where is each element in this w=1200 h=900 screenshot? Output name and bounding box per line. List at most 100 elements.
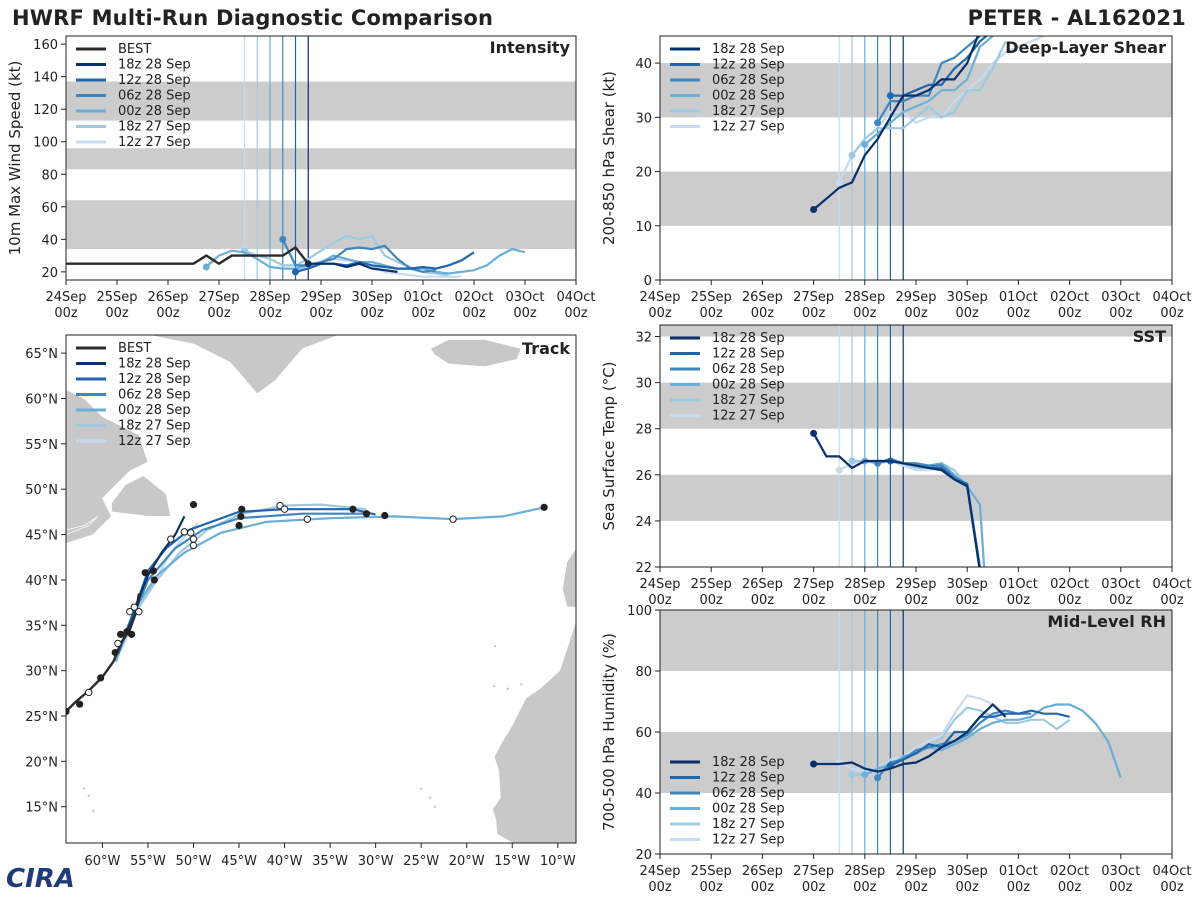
series-start-point-5: [835, 178, 843, 186]
legend-label-1: 18z 28 Sep: [118, 357, 191, 372]
track-marker-open-9: [189, 541, 198, 550]
x-tick-label-2: 26Sep: [147, 290, 188, 305]
track-line-5: [112, 522, 199, 663]
y-tick-label-3: 30: [635, 111, 652, 126]
island-8: [91, 809, 96, 814]
legend-label-1: 12z 28 Sep: [712, 347, 785, 362]
island-7: [57, 648, 60, 651]
track-marker-closed-3: [111, 648, 119, 657]
x-tick-label-3: 45°W: [221, 854, 257, 869]
y-tick-label-10: 65°N: [25, 347, 58, 362]
y-tick-label-9: 60°N: [25, 393, 58, 408]
x-tick-label-0: 24Sep: [639, 577, 680, 592]
x-tick-label-4: 28Sep: [844, 864, 885, 879]
panel-title: Deep-Layer Shear: [1005, 38, 1166, 57]
track-marker-open-6: [180, 528, 189, 536]
land-masses: [57, 335, 576, 843]
x-tick-label-hour-5: 00z: [309, 306, 333, 321]
x-tick-label-7: 01Oct: [999, 864, 1038, 879]
x-tick-label-0: 60°W: [84, 854, 120, 869]
legend-label-5: 12z 27 Sep: [712, 409, 785, 424]
x-tick-label-hour-10: 00z: [1160, 880, 1184, 895]
band-1: [660, 382, 1172, 429]
legend-label-0: BEST: [118, 341, 151, 356]
island-5: [419, 786, 424, 791]
series-start-point-2: [874, 119, 882, 127]
legend-label-2: 06z 28 Sep: [712, 362, 785, 377]
series-line-0: [813, 702, 1007, 773]
x-tick-label-1: 25Sep: [691, 290, 732, 305]
y-tick-label-4: 100: [627, 604, 652, 619]
x-tick-label-hour-0: 00z: [648, 593, 672, 608]
panel-rh: 2040608010024Sep00z25Sep00z26Sep00z27Sep…: [600, 604, 1192, 895]
iberia-land: [561, 547, 576, 608]
series-line-0: [812, 432, 981, 567]
x-tick-label-hour-1: 00z: [105, 306, 129, 321]
x-tick-label-hour-1: 00z: [700, 593, 724, 608]
x-tick-label-6: 30Sep: [351, 290, 392, 305]
x-tick-label-hour-4: 00z: [258, 306, 282, 321]
x-tick-label-hour-7: 00z: [1007, 306, 1031, 321]
y-tick-label-7: 160: [33, 38, 58, 53]
x-tick-label-hour-9: 00z: [513, 306, 537, 321]
x-tick-label-6: 30Sep: [947, 864, 988, 879]
y-tick-label-2: 25°N: [25, 710, 58, 725]
x-tick-label-8: 20°W: [449, 854, 485, 869]
track-marker-open-1: [114, 639, 122, 648]
band-0: [66, 200, 576, 250]
y-tick-label-3: 28: [635, 423, 652, 438]
legend-label-3: 00z 28 Sep: [712, 378, 785, 393]
x-tick-label-hour-6: 00z: [956, 306, 980, 321]
y-tick-label-4: 35°N: [25, 619, 58, 634]
best-track-line: [66, 593, 141, 713]
x-tick-label-hour-0: 00z: [648, 880, 672, 895]
x-tick-label-0: 24Sep: [639, 864, 680, 879]
track-marker-open-2: [126, 607, 134, 616]
band-0: [660, 474, 1172, 521]
x-tick-label-hour-0: 00z: [648, 306, 672, 321]
legend-label-6: 12z 27 Sep: [118, 434, 191, 449]
x-tick-label-7: 01Oct: [999, 577, 1038, 592]
x-tick-label-hour-5: 00z: [904, 306, 928, 321]
x-tick-label-5: 35°W: [312, 854, 348, 869]
track-marker-open-12: [303, 515, 312, 523]
y-tick-label-5: 120: [33, 103, 58, 118]
series-line-3: [205, 247, 526, 275]
y-axis-label: Sea Surface Temp (°C): [600, 361, 618, 530]
x-tick-label-4: 28Sep: [844, 290, 885, 305]
legend-label-4: 00z 28 Sep: [118, 403, 191, 418]
x-tick-label-8: 02Oct: [1050, 577, 1089, 592]
x-tick-label-10: 04Oct: [1152, 864, 1191, 879]
band-2: [660, 325, 1172, 337]
x-tick-label-6: 30°W: [358, 854, 394, 869]
legend-label-4: 18z 27 Sep: [712, 817, 785, 832]
track-marker-open-3: [130, 603, 139, 611]
y-tick-label-2: 60: [635, 726, 652, 741]
y-tick-label-2: 60: [41, 201, 58, 216]
x-tick-label-3: 27Sep: [198, 290, 239, 305]
legend-label-5: 12z 27 Sep: [712, 833, 785, 848]
legend-label-4: 18z 27 Sep: [712, 104, 785, 119]
series-start-point-3: [861, 771, 869, 779]
x-tick-label-9: 03Oct: [1101, 290, 1140, 305]
figure-title-right: PETER - AL162021: [967, 6, 1186, 30]
x-tick-label-hour-10: 00z: [564, 306, 588, 321]
x-tick-label-hour-2: 00z: [751, 306, 775, 321]
legend-label-0: 18z 28 Sep: [712, 331, 785, 346]
series-group: [810, 694, 1122, 782]
series-start-point-2: [874, 774, 882, 782]
x-tick-label-3: 27Sep: [793, 864, 834, 879]
track-marker-open-8: [189, 535, 198, 543]
best-track-line: [66, 245, 310, 266]
island-0: [492, 684, 497, 689]
y-tick-label-0: 22: [635, 561, 652, 576]
series-line-0: [308, 262, 398, 273]
x-tick-label-hour-6: 00z: [956, 880, 980, 895]
x-tick-label-hour-4: 00z: [853, 880, 877, 895]
band-1: [66, 148, 576, 170]
legend-label-6: 12z 27 Sep: [118, 135, 191, 150]
x-tick-label-4: 28Sep: [249, 290, 290, 305]
series-line-2: [876, 36, 981, 124]
